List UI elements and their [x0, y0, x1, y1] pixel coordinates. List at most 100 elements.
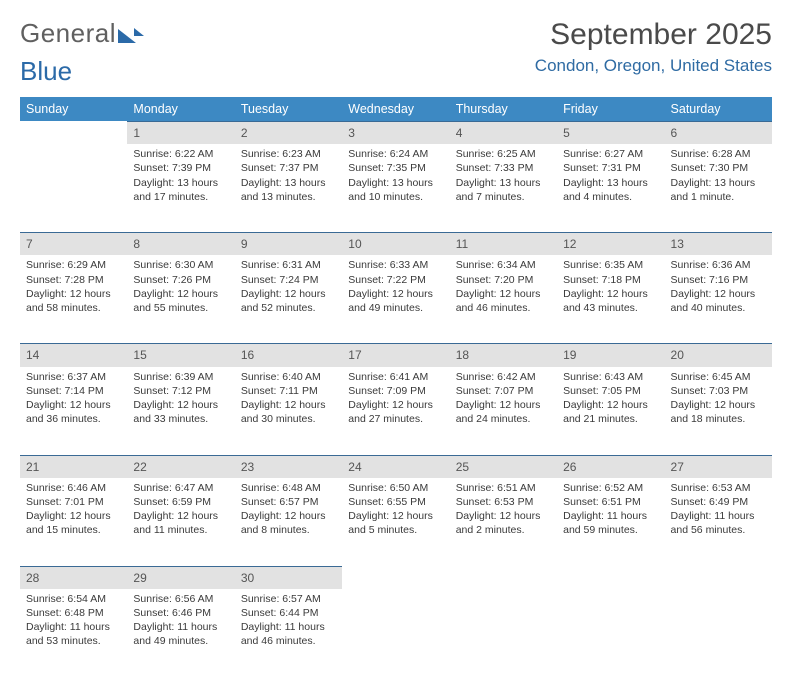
day-line: Sunset: 6:49 PM: [671, 495, 766, 509]
day-cell: Sunrise: 6:28 AMSunset: 7:30 PMDaylight:…: [665, 144, 772, 210]
day-line: Sunrise: 6:28 AM: [671, 147, 766, 161]
day-cell: Sunrise: 6:29 AMSunset: 7:28 PMDaylight:…: [20, 255, 127, 321]
day-number: 7: [20, 232, 127, 255]
day-cell: Sunrise: 6:50 AMSunset: 6:55 PMDaylight:…: [342, 478, 449, 544]
weekday-header: Sunday: [20, 97, 127, 121]
day-line: Sunset: 6:53 PM: [456, 495, 551, 509]
day-number: 16: [235, 343, 342, 366]
day-line: Daylight: 12 hours and 55 minutes.: [133, 287, 228, 315]
day-cell: Sunrise: 6:30 AMSunset: 7:26 PMDaylight:…: [127, 255, 234, 321]
day-line: Sunrise: 6:48 AM: [241, 481, 336, 495]
month-title: September 2025: [535, 18, 772, 52]
day-cell: Sunrise: 6:45 AMSunset: 7:03 PMDaylight:…: [665, 367, 772, 433]
day-number: 25: [450, 455, 557, 478]
day-number: 6: [665, 121, 772, 144]
day-number: 3: [342, 121, 449, 144]
day-number: 1: [127, 121, 234, 144]
day-line: Sunset: 6:55 PM: [348, 495, 443, 509]
day-cell: Sunrise: 6:22 AMSunset: 7:39 PMDaylight:…: [127, 144, 234, 210]
day-line: Sunset: 7:33 PM: [456, 161, 551, 175]
day-line: Sunset: 6:57 PM: [241, 495, 336, 509]
day-line: Sunrise: 6:30 AM: [133, 258, 228, 272]
day-line: Sunrise: 6:36 AM: [671, 258, 766, 272]
day-line: Sunrise: 6:40 AM: [241, 370, 336, 384]
day-line: Sunset: 7:09 PM: [348, 384, 443, 398]
day-cell: [557, 589, 664, 598]
day-cell: Sunrise: 6:54 AMSunset: 6:48 PMDaylight:…: [20, 589, 127, 655]
day-cell: Sunrise: 6:40 AMSunset: 7:11 PMDaylight:…: [235, 367, 342, 433]
day-number: 30: [235, 566, 342, 589]
day-number: 28: [20, 566, 127, 589]
day-cell: Sunrise: 6:24 AMSunset: 7:35 PMDaylight:…: [342, 144, 449, 210]
day-number: 29: [127, 566, 234, 589]
day-line: Daylight: 12 hours and 15 minutes.: [26, 509, 121, 537]
day-number: 5: [557, 121, 664, 144]
day-line: Daylight: 11 hours and 59 minutes.: [563, 509, 658, 537]
day-number: 21: [20, 455, 127, 478]
day-line: Sunrise: 6:46 AM: [26, 481, 121, 495]
day-line: Sunset: 7:05 PM: [563, 384, 658, 398]
day-line: Daylight: 12 hours and 18 minutes.: [671, 398, 766, 426]
day-cell: Sunrise: 6:43 AMSunset: 7:05 PMDaylight:…: [557, 367, 664, 433]
day-line: Sunset: 7:11 PM: [241, 384, 336, 398]
day-line: Sunrise: 6:23 AM: [241, 147, 336, 161]
weekday-header: Thursday: [450, 97, 557, 121]
day-number: 14: [20, 343, 127, 366]
day-line: Daylight: 13 hours and 4 minutes.: [563, 176, 658, 204]
day-line: Daylight: 12 hours and 30 minutes.: [241, 398, 336, 426]
day-line: Sunrise: 6:22 AM: [133, 147, 228, 161]
day-cell: [342, 589, 449, 598]
day-line: Sunset: 6:51 PM: [563, 495, 658, 509]
day-line: Sunrise: 6:34 AM: [456, 258, 551, 272]
day-number: 23: [235, 455, 342, 478]
daycontent-row: Sunrise: 6:37 AMSunset: 7:14 PMDaylight:…: [20, 367, 772, 455]
day-line: Sunset: 7:16 PM: [671, 273, 766, 287]
daynum-row: 282930: [20, 566, 772, 589]
daynum-row: 123456: [20, 121, 772, 144]
day-line: Daylight: 13 hours and 13 minutes.: [241, 176, 336, 204]
day-number: 20: [665, 343, 772, 366]
day-line: Daylight: 11 hours and 53 minutes.: [26, 620, 121, 648]
day-line: Sunset: 7:35 PM: [348, 161, 443, 175]
day-line: Sunset: 7:12 PM: [133, 384, 228, 398]
day-number: 15: [127, 343, 234, 366]
day-line: Daylight: 12 hours and 33 minutes.: [133, 398, 228, 426]
day-number: 19: [557, 343, 664, 366]
day-line: Sunrise: 6:56 AM: [133, 592, 228, 606]
day-line: Daylight: 12 hours and 5 minutes.: [348, 509, 443, 537]
brand-part1: General: [20, 18, 116, 49]
day-cell: Sunrise: 6:42 AMSunset: 7:07 PMDaylight:…: [450, 367, 557, 433]
daycontent-row: Sunrise: 6:46 AMSunset: 7:01 PMDaylight:…: [20, 478, 772, 566]
day-line: Daylight: 12 hours and 46 minutes.: [456, 287, 551, 315]
day-number: 18: [450, 343, 557, 366]
day-cell: Sunrise: 6:35 AMSunset: 7:18 PMDaylight:…: [557, 255, 664, 321]
day-cell: Sunrise: 6:52 AMSunset: 6:51 PMDaylight:…: [557, 478, 664, 544]
day-line: Sunset: 7:22 PM: [348, 273, 443, 287]
day-number: 13: [665, 232, 772, 255]
daynum-row: 78910111213: [20, 232, 772, 255]
day-line: Daylight: 11 hours and 56 minutes.: [671, 509, 766, 537]
day-number: 26: [557, 455, 664, 478]
day-line: Daylight: 12 hours and 21 minutes.: [563, 398, 658, 426]
weekday-header: Monday: [127, 97, 234, 121]
day-line: Sunset: 7:30 PM: [671, 161, 766, 175]
daycontent-row: Sunrise: 6:29 AMSunset: 7:28 PMDaylight:…: [20, 255, 772, 343]
day-cell: Sunrise: 6:39 AMSunset: 7:12 PMDaylight:…: [127, 367, 234, 433]
day-line: Sunrise: 6:47 AM: [133, 481, 228, 495]
day-cell: Sunrise: 6:46 AMSunset: 7:01 PMDaylight:…: [20, 478, 127, 544]
day-line: Sunset: 7:18 PM: [563, 273, 658, 287]
day-line: Daylight: 12 hours and 2 minutes.: [456, 509, 551, 537]
day-line: Sunset: 7:20 PM: [456, 273, 551, 287]
day-cell: Sunrise: 6:57 AMSunset: 6:44 PMDaylight:…: [235, 589, 342, 655]
day-cell: Sunrise: 6:41 AMSunset: 7:09 PMDaylight:…: [342, 367, 449, 433]
day-line: Daylight: 12 hours and 43 minutes.: [563, 287, 658, 315]
day-line: Sunset: 6:48 PM: [26, 606, 121, 620]
day-line: Sunset: 7:39 PM: [133, 161, 228, 175]
day-line: Daylight: 12 hours and 40 minutes.: [671, 287, 766, 315]
day-cell: Sunrise: 6:23 AMSunset: 7:37 PMDaylight:…: [235, 144, 342, 210]
day-line: Daylight: 12 hours and 52 minutes.: [241, 287, 336, 315]
day-line: Sunset: 7:24 PM: [241, 273, 336, 287]
day-number: 8: [127, 232, 234, 255]
day-number: [20, 121, 127, 128]
day-line: Sunset: 7:01 PM: [26, 495, 121, 509]
